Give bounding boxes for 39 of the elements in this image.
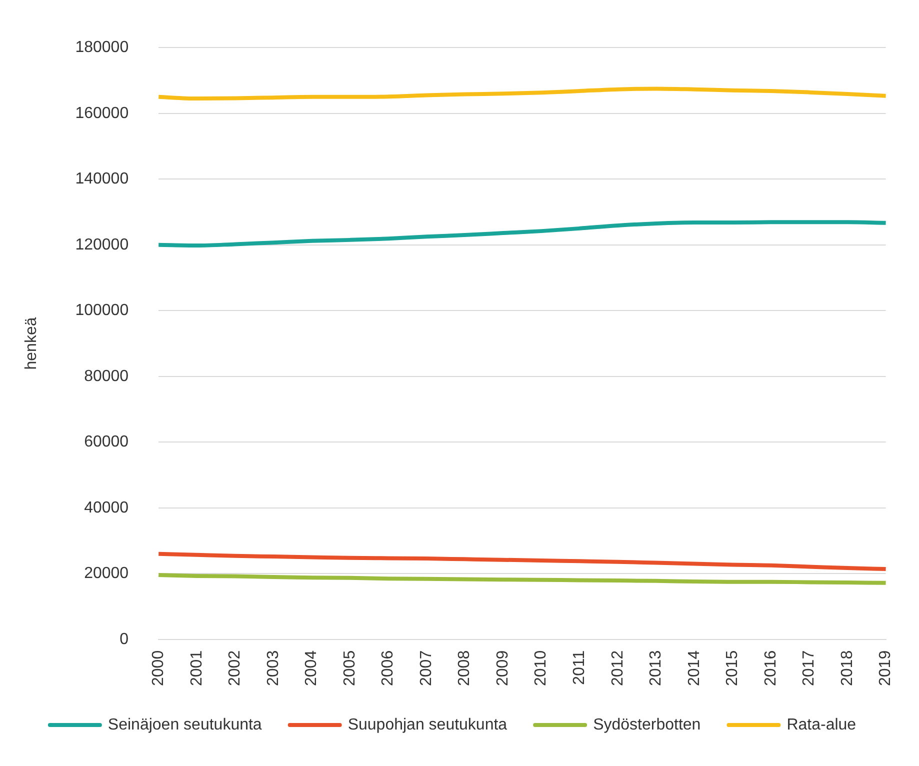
x-tick-label: 2011 — [571, 650, 588, 685]
x-tick-label: 2010 — [532, 650, 550, 686]
x-tick-label: 2005 — [341, 650, 358, 686]
x-tick-label: 2000 — [150, 650, 167, 686]
x-tick-label: 2002 — [226, 650, 244, 686]
legend-label: Sydösterbotten — [593, 716, 701, 734]
x-tick-label: 2001 — [188, 650, 206, 686]
legend-label: Seinäjoen seutukunta — [108, 716, 262, 734]
x-tick-label: 2013 — [648, 650, 665, 686]
y-tick-label: 40000 — [84, 499, 129, 516]
x-tick-label: 2008 — [456, 650, 474, 686]
x-tick-label: 2012 — [609, 650, 626, 686]
legend-label: Rata-alue — [786, 716, 856, 734]
x-tick-label: 2004 — [303, 650, 320, 686]
x-tick-label: 2018 — [838, 650, 856, 686]
legend-label: Suupohjan seutukunta — [348, 716, 508, 734]
y-tick-label: 160000 — [75, 104, 129, 122]
x-tick-label: 2019 — [877, 650, 894, 686]
y-tick-label: 60000 — [84, 434, 129, 451]
x-tick-label: 2009 — [494, 650, 512, 686]
line-series — [156, 86, 888, 101]
y-tick-label: 100000 — [75, 302, 129, 320]
x-tick-label: 2016 — [762, 650, 780, 686]
y-tick-label: 120000 — [75, 236, 129, 254]
y-tick-label: 20000 — [84, 565, 129, 582]
x-tick-label: 2017 — [800, 650, 818, 686]
x-tick-label: 2003 — [264, 650, 282, 686]
y-tick-label: 80000 — [84, 368, 129, 385]
y-tick-label: 180000 — [75, 39, 129, 56]
x-tick-label: 2015 — [724, 650, 742, 686]
y-tick-label: 140000 — [75, 170, 129, 188]
x-tick-label: 2007 — [418, 650, 435, 686]
line-series — [156, 552, 888, 572]
y-tick-label: 0 — [120, 630, 129, 648]
x-tick-label: 2014 — [686, 650, 703, 686]
line-series — [156, 572, 888, 585]
x-tick-label: 2006 — [380, 650, 397, 686]
line-series — [156, 220, 888, 248]
y-axis-title: henkeä — [23, 317, 40, 370]
